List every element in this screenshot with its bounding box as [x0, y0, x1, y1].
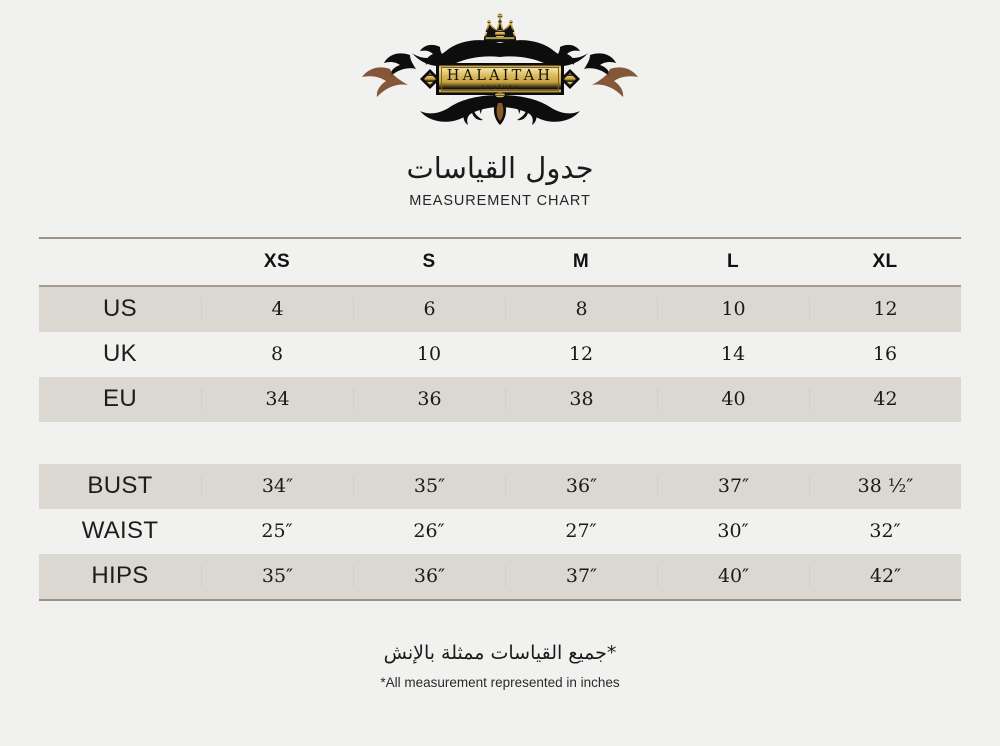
pendant-ornament	[493, 92, 507, 125]
cell-uk-xl: 16	[872, 343, 898, 366]
cell-bust-s: 35″	[353, 475, 505, 498]
table-row: BUST 34″ 35″ 36″ 37″ 38 ½″	[39, 463, 961, 509]
cell-eu-xs: 34	[201, 388, 353, 411]
measurement-chart: XS S M L XL US 4 6 8 10 12 UK 8 10 12 14…	[39, 237, 961, 601]
page-title-english: MEASUREMENT CHART	[409, 193, 591, 210]
footer-note-english: *All measurement represented in inches	[380, 675, 620, 691]
cell-hips-xs: 35″	[201, 565, 353, 588]
cell-waist-m: 27″	[565, 520, 597, 543]
brand-name: HALAITAH	[447, 68, 554, 84]
cell-hips-l: 40″	[657, 565, 809, 588]
cell-eu-l: 40	[657, 388, 809, 411]
row-label-waist: WAIST	[81, 517, 159, 545]
row-label-hips: HIPS	[91, 562, 149, 590]
feather-ornament	[362, 67, 638, 97]
cell-waist-l: 30″	[717, 520, 749, 543]
cell-eu-s: 36	[353, 388, 505, 411]
crown-icon	[483, 13, 517, 42]
cell-eu-xl: 42	[809, 388, 961, 411]
cell-eu-m: 38	[505, 388, 657, 411]
table-row: US 4 6 8 10 12	[39, 286, 961, 332]
cell-hips-m: 37″	[505, 565, 657, 588]
brand-logo: HALAITAH couture	[0, 0, 1000, 128]
table-row: UK 8 10 12 14 16	[39, 331, 961, 377]
header-cell-xl: XL	[872, 251, 898, 273]
cell-waist-s: 26″	[413, 520, 445, 543]
cell-uk-m: 12	[568, 343, 594, 366]
cell-uk-s: 10	[416, 343, 442, 366]
brand-tagline: couture	[480, 83, 519, 92]
header-cell-l: L	[726, 251, 739, 273]
row-label-eu: EU	[103, 385, 137, 413]
ornament-scrollwork-top	[384, 40, 616, 77]
table-row: WAIST 25″ 26″ 27″ 30″ 32″	[39, 508, 961, 554]
header-cell-s: S	[422, 251, 436, 273]
ornament-scrollwork-bottom	[420, 95, 580, 125]
cell-waist-xl: 32″	[869, 520, 901, 543]
cell-uk-xs: 8	[270, 343, 284, 366]
cell-us-s: 6	[353, 298, 505, 321]
table-row: HIPS 35″ 36″ 37″ 40″ 42″	[39, 553, 961, 599]
table-section-gap	[39, 421, 961, 464]
cell-bust-xs: 34″	[201, 475, 353, 498]
footer-note: *جميع القياسات ممثلة بالإنش *All measure…	[0, 641, 1000, 691]
cell-waist-xs: 25″	[261, 520, 293, 543]
row-label-bust: BUST	[87, 472, 153, 500]
header-cell-xs: XS	[263, 251, 291, 273]
cell-hips-s: 36″	[353, 565, 505, 588]
row-label-uk: UK	[103, 340, 137, 368]
halaitah-couture-logo: HALAITAH couture	[362, 13, 638, 125]
page-title: جدول القياسات MEASUREMENT CHART	[0, 150, 1000, 209]
table-header-row: XS S M L XL	[39, 239, 961, 286]
table-row: EU 34 36 38 40 42	[39, 376, 961, 422]
row-label-us: US	[103, 295, 137, 323]
cell-us-l: 10	[657, 298, 809, 321]
cell-bust-m: 36″	[505, 475, 657, 498]
table-bottom-rule	[39, 598, 961, 601]
footer-note-arabic: *جميع القياسات ممثلة بالإنش	[383, 641, 617, 664]
diamond-ornament	[420, 69, 580, 89]
cell-bust-l: 37″	[657, 475, 809, 498]
header-cell-m: M	[572, 251, 590, 273]
table-header-rule	[39, 285, 961, 287]
table-top-rule	[39, 237, 961, 240]
cell-us-m: 8	[505, 298, 657, 321]
cell-bust-xl: 38 ½″	[809, 475, 961, 498]
cell-us-xl: 12	[809, 298, 961, 321]
cell-hips-xl: 42″	[809, 565, 961, 588]
page-title-arabic: جدول القياسات	[406, 151, 594, 185]
brand-banner: HALAITAH couture	[436, 63, 564, 95]
cell-us-xs: 4	[201, 298, 353, 321]
cell-uk-l: 14	[720, 343, 746, 366]
